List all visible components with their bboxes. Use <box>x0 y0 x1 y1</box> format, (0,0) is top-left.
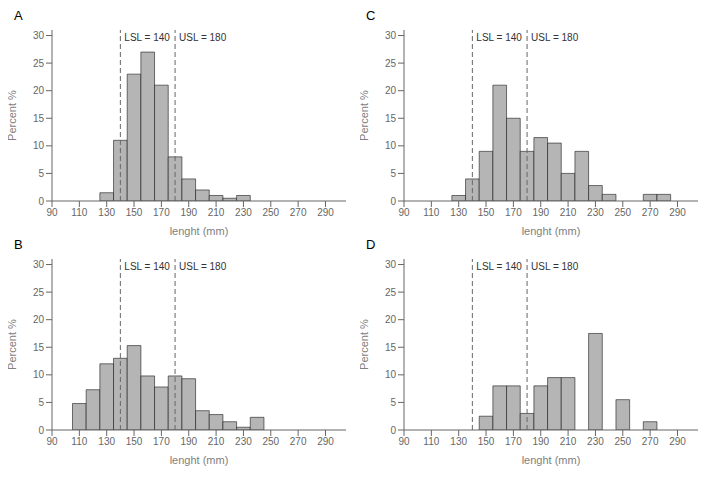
svg-text:USL = 180: USL = 180 <box>179 32 227 43</box>
svg-text:270: 270 <box>642 436 659 447</box>
svg-text:5: 5 <box>38 397 44 408</box>
svg-text:150: 150 <box>478 436 495 447</box>
svg-text:230: 230 <box>235 436 252 447</box>
svg-text:190: 190 <box>532 436 549 447</box>
svg-text:190: 190 <box>532 207 549 218</box>
svg-text:210: 210 <box>208 436 225 447</box>
svg-text:20: 20 <box>33 85 45 96</box>
svg-text:lenght (mm): lenght (mm) <box>170 454 229 466</box>
svg-text:150: 150 <box>126 207 143 218</box>
svg-text:250: 250 <box>262 207 279 218</box>
svg-text:5: 5 <box>390 397 396 408</box>
svg-text:130: 130 <box>450 207 467 218</box>
svg-text:10: 10 <box>385 369 397 380</box>
svg-text:25: 25 <box>385 287 397 298</box>
svg-text:15: 15 <box>33 342 45 353</box>
svg-text:lenght (mm): lenght (mm) <box>170 225 229 237</box>
svg-text:30: 30 <box>385 30 397 41</box>
svg-text:130: 130 <box>98 436 115 447</box>
svg-text:270: 270 <box>290 436 307 447</box>
svg-text:90: 90 <box>398 207 410 218</box>
svg-text:25: 25 <box>385 58 397 69</box>
svg-text:110: 110 <box>71 436 87 447</box>
svg-text:25: 25 <box>33 58 45 69</box>
svg-text:5: 5 <box>38 168 44 179</box>
svg-text:190: 190 <box>180 436 197 447</box>
svg-text:290: 290 <box>669 436 686 447</box>
svg-text:10: 10 <box>385 140 397 151</box>
svg-text:290: 290 <box>669 207 686 218</box>
svg-text:15: 15 <box>33 113 45 124</box>
svg-text:110: 110 <box>423 436 439 447</box>
svg-text:130: 130 <box>98 207 115 218</box>
svg-text:Percent %: Percent % <box>360 319 370 370</box>
svg-text:250: 250 <box>262 436 279 447</box>
svg-text:230: 230 <box>587 207 604 218</box>
svg-text:290: 290 <box>317 207 334 218</box>
svg-text:15: 15 <box>385 342 397 353</box>
svg-text:110: 110 <box>71 207 87 218</box>
svg-text:USL = 180: USL = 180 <box>531 261 579 272</box>
svg-text:LSL = 140: LSL = 140 <box>476 261 522 272</box>
svg-text:130: 130 <box>450 436 467 447</box>
svg-text:0: 0 <box>38 425 44 436</box>
svg-text:Percent %: Percent % <box>8 90 18 141</box>
svg-text:170: 170 <box>153 436 170 447</box>
svg-text:Percent %: Percent % <box>8 319 18 370</box>
svg-text:LSL = 140: LSL = 140 <box>476 32 522 43</box>
svg-text:25: 25 <box>33 287 45 298</box>
svg-text:0: 0 <box>390 425 396 436</box>
svg-text:110: 110 <box>423 207 439 218</box>
svg-text:lenght (mm): lenght (mm) <box>522 454 581 466</box>
svg-text:20: 20 <box>33 314 45 325</box>
html-text:D: D <box>366 237 376 252</box>
svg-text:250: 250 <box>614 436 631 447</box>
svg-text:0: 0 <box>38 196 44 207</box>
html-text:B: B <box>14 237 23 252</box>
html-text:C: C <box>366 8 376 23</box>
svg-text:10: 10 <box>33 369 45 380</box>
svg-text:5: 5 <box>390 168 396 179</box>
svg-text:30: 30 <box>33 259 45 270</box>
svg-text:250: 250 <box>614 207 631 218</box>
svg-text:210: 210 <box>560 207 577 218</box>
svg-text:230: 230 <box>587 436 604 447</box>
svg-text:210: 210 <box>560 436 577 447</box>
svg-text:290: 290 <box>317 436 334 447</box>
svg-text:15: 15 <box>385 113 397 124</box>
svg-text:150: 150 <box>126 436 143 447</box>
svg-text:10: 10 <box>33 140 45 151</box>
svg-text:150: 150 <box>478 207 495 218</box>
svg-text:Percent %: Percent % <box>360 90 370 141</box>
html-text:A: A <box>14 8 23 23</box>
svg-text:LSL = 140: LSL = 140 <box>124 261 170 272</box>
svg-text:170: 170 <box>153 207 170 218</box>
svg-text:20: 20 <box>385 85 397 96</box>
svg-text:190: 190 <box>180 207 197 218</box>
svg-text:170: 170 <box>505 207 522 218</box>
svg-text:lenght (mm): lenght (mm) <box>522 225 581 237</box>
svg-text:0: 0 <box>390 196 396 207</box>
svg-text:270: 270 <box>642 207 659 218</box>
svg-text:20: 20 <box>385 314 397 325</box>
svg-text:270: 270 <box>290 207 307 218</box>
svg-text:30: 30 <box>385 259 397 270</box>
svg-text:90: 90 <box>46 207 58 218</box>
svg-text:90: 90 <box>46 436 58 447</box>
svg-text:170: 170 <box>505 436 522 447</box>
svg-text:230: 230 <box>235 207 252 218</box>
svg-text:LSL = 140: LSL = 140 <box>124 32 170 43</box>
svg-text:USL = 180: USL = 180 <box>531 32 579 43</box>
svg-text:90: 90 <box>398 436 410 447</box>
svg-text:USL = 180: USL = 180 <box>179 261 227 272</box>
svg-text:210: 210 <box>208 207 225 218</box>
svg-text:30: 30 <box>33 30 45 41</box>
